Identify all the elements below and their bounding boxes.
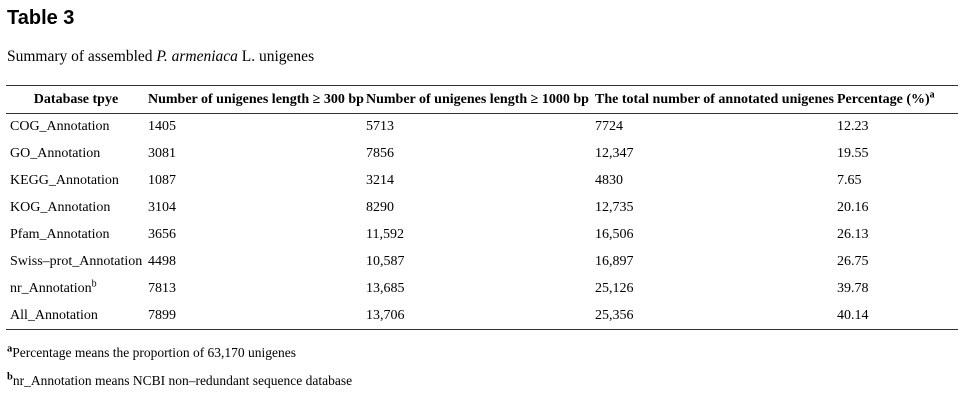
table-cell: 26.13 <box>837 227 869 242</box>
table-cell: 16,897 <box>595 254 634 269</box>
table-cell: 40.14 <box>837 307 869 323</box>
column-header-unigenes-300bp: Number of unigenes length ≥ 300 bp <box>146 85 364 114</box>
footnote-text: Percentage means the proportion of 63,17… <box>12 345 297 360</box>
table-body: COG_Annotation 1405 5713 7724 12.23 GO_Annota… <box>6 114 958 330</box>
column-header-unigenes-1000bp: Number of unigenes length ≥ 1000 bp <box>364 85 593 114</box>
table-cell: 3081 <box>148 146 176 161</box>
footnote-b: bnr_Annotation means NCBI non–redundant … <box>7 372 966 390</box>
table-cell: 12,347 <box>595 146 634 161</box>
table-row: GO_Annotation 3081 7856 12,347 19.55 <box>6 141 958 168</box>
table-cell: 3214 <box>366 173 394 188</box>
table-cell: 3656 <box>148 227 176 242</box>
table-caption: Summary of assembled P. armeniaca L. uni… <box>7 48 966 66</box>
table-cell: 25,356 <box>595 307 634 323</box>
table-cell: 4498 <box>148 254 176 269</box>
caption-prefix: Summary of assembled <box>7 48 157 65</box>
table-cell: GO_Annotation <box>10 146 101 161</box>
footnote-marker: a <box>7 343 13 355</box>
table-row: Pfam_Annotation 3656 11,592 16,506 26.13 <box>6 222 958 249</box>
table-cell: 7813 <box>148 281 176 296</box>
footnote-marker: b <box>7 371 13 383</box>
column-header-percentage: Percentage (%)a <box>835 85 958 114</box>
table-cell: 20.16 <box>837 200 869 215</box>
table-row: All_Annotation 7899 13,706 25,356 40.14 <box>6 303 958 330</box>
table-header-row: Database tpye Number of unigenes length … <box>6 85 958 114</box>
table-cell: KEGG_Annotation <box>10 173 119 188</box>
table-cell: 13,685 <box>366 281 405 296</box>
table-cell: 11,592 <box>366 227 404 242</box>
table-cell: All_Annotation <box>10 307 98 323</box>
unigenes-summary-table: Database tpye Number of unigenes length … <box>6 85 958 330</box>
table-cell: 10,587 <box>366 254 405 269</box>
caption-species-name: P. armeniaca <box>156 48 238 65</box>
footnote-text: nr_Annotation means NCBI non–redundant s… <box>12 373 353 388</box>
column-header-label: Number of unigenes length ≥ 1000 bp <box>366 91 589 107</box>
column-header-label: Number of unigenes length ≥ 300 bp <box>148 91 364 107</box>
table-cell: 3104 <box>148 200 176 215</box>
table-cell: 25,126 <box>595 281 634 296</box>
table-cell: 5713 <box>366 119 394 135</box>
table-cell: 16,506 <box>595 227 634 242</box>
table-cell: 13,706 <box>366 307 405 323</box>
table-cell: 12.23 <box>837 119 869 135</box>
table-row: KEGG_Annotation 1087 3214 4830 7.65 <box>6 168 958 195</box>
table-row: COG_Annotation 1405 5713 7724 12.23 <box>6 114 958 141</box>
column-header-sup: a <box>929 88 935 100</box>
caption-suffix: L. unigenes <box>237 48 315 65</box>
table-row: nr_Annotationb 7813 13,685 25,126 39.78 <box>6 276 958 303</box>
table-cell: 7724 <box>595 119 623 135</box>
table-cell: 1087 <box>148 173 176 188</box>
table-cell: COG_Annotation <box>10 119 110 135</box>
column-header-label: The total number of annotated unigenes <box>595 91 834 107</box>
table-cell: nr_Annotationb <box>10 278 97 296</box>
table-cell: 26.75 <box>837 254 869 269</box>
table-row: Swiss–prot_Annotation 4498 10,587 16,897 26.… <box>6 249 958 276</box>
table-cell: 1405 <box>148 119 176 135</box>
table-cell: 39.78 <box>837 281 869 296</box>
column-header-label: Database tpye <box>33 91 119 107</box>
table-cell: 12,735 <box>595 200 634 215</box>
table-cell: 7899 <box>148 307 176 323</box>
column-header-database-type: Database tpye <box>6 85 146 114</box>
table-cell: 4830 <box>595 173 623 188</box>
table-row: KOG_Annotation 3104 8290 12,735 20.16 <box>6 195 958 222</box>
footnote-a: aPercentage means the proportion of 63,1… <box>7 344 966 362</box>
column-header-total-annotated: The total number of annotated unigenes <box>593 85 835 114</box>
footnotes: aPercentage means the proportion of 63,1… <box>7 344 966 390</box>
table-cell: Pfam_Annotation <box>10 227 110 242</box>
table-cell: 7856 <box>366 146 394 161</box>
table-cell: Swiss–prot_Annotation <box>10 254 143 269</box>
table-cell: KOG_Annotation <box>10 200 111 215</box>
column-header-label: Percentage (%) <box>837 91 930 107</box>
footnote-marker: b <box>91 278 97 290</box>
table-cell: 8290 <box>366 200 394 215</box>
table-cell: 19.55 <box>837 146 869 161</box>
table-header: Database tpye Number of unigenes length … <box>6 85 958 114</box>
table-cell: 7.65 <box>837 173 862 188</box>
table-title: Table 3 <box>7 7 75 29</box>
